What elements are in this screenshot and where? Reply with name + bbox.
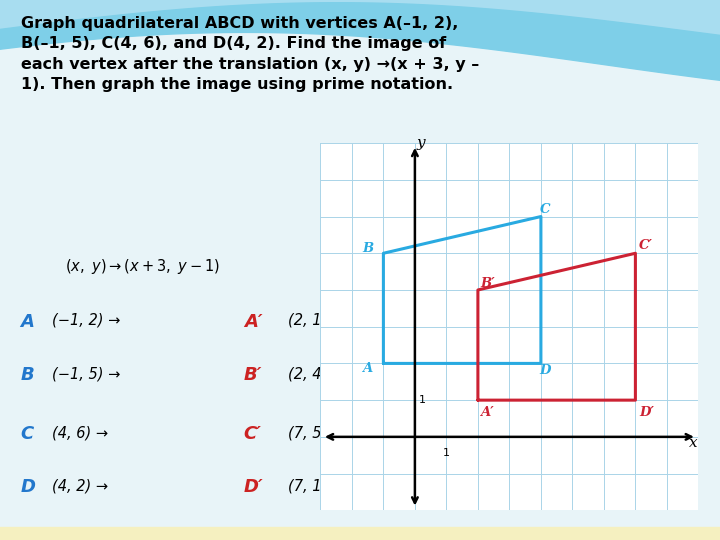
Text: (4, 2) →: (4, 2) → (52, 478, 112, 494)
Text: (7, 1): (7, 1) (289, 478, 328, 494)
Text: D: D (21, 478, 35, 496)
Text: A′: A′ (244, 313, 262, 330)
Text: B′: B′ (244, 366, 262, 384)
Text: B: B (362, 242, 373, 255)
Text: C′: C′ (244, 425, 262, 443)
Text: C: C (539, 202, 550, 215)
Text: D′: D′ (639, 407, 654, 420)
Text: B′: B′ (480, 277, 495, 290)
Text: A: A (363, 362, 373, 375)
Text: (4, 6) →: (4, 6) → (52, 425, 112, 440)
Text: 1: 1 (418, 395, 426, 405)
Text: (7, 5): (7, 5) (289, 425, 328, 440)
Text: C: C (21, 425, 34, 443)
Text: C′: C′ (639, 239, 653, 252)
Text: (−1, 2) →: (−1, 2) → (52, 313, 125, 328)
Text: D′: D′ (244, 478, 264, 496)
Text: $(x,\ y) \rightarrow (x + 3,\ y - 1)$: $(x,\ y) \rightarrow (x + 3,\ y - 1)$ (66, 256, 220, 275)
Text: x: x (689, 436, 698, 450)
Text: (−1, 5) →: (−1, 5) → (52, 366, 125, 381)
Text: (2, 1): (2, 1) (289, 313, 328, 328)
Text: (2, 4): (2, 4) (289, 366, 328, 381)
Text: D: D (539, 364, 550, 377)
Text: A′: A′ (480, 407, 494, 420)
Text: Graph quadrilateral ​ABCD with vertices ​A(–1, 2),
B(–1, 5), C(4, 6), and D(4, 2: Graph quadrilateral ​ABCD with vertices … (21, 16, 479, 92)
Text: B: B (21, 366, 35, 384)
Text: y: y (417, 136, 426, 150)
Text: 1: 1 (443, 448, 450, 458)
Text: A: A (21, 313, 35, 330)
